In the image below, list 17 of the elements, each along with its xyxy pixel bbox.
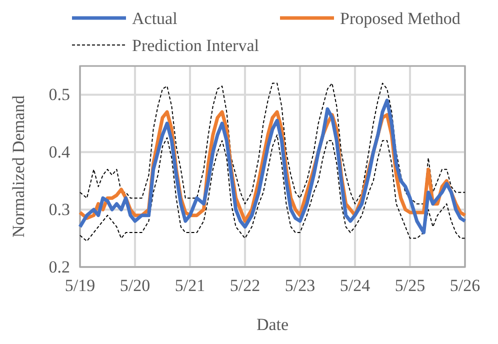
y-axis-title: Normalized Demand <box>9 94 28 238</box>
y-tick-label: 0.4 <box>48 142 70 162</box>
legend-label: Prediction Interval <box>132 36 260 55</box>
x-tick-label: 5/26 <box>450 276 480 296</box>
x-tick-label: 5/21 <box>174 276 206 296</box>
y-tick-label: 0.5 <box>48 85 70 104</box>
x-axis-title: Date <box>256 315 289 334</box>
x-tick-label: 5/24 <box>340 276 371 296</box>
x-tick-label: 5/25 <box>394 276 426 296</box>
legend-label: Proposed Method <box>340 9 461 28</box>
x-tick-label: 5/23 <box>284 276 316 296</box>
x-tick-label: 5/20 <box>120 276 150 296</box>
x-tick-label: 5/19 <box>64 276 96 296</box>
x-tick-label: 5/22 <box>230 276 260 296</box>
y-tick-label: 0.2 <box>48 257 70 276</box>
legend-label: Actual <box>132 9 178 28</box>
y-tick-label: 0.3 <box>48 200 70 220</box>
